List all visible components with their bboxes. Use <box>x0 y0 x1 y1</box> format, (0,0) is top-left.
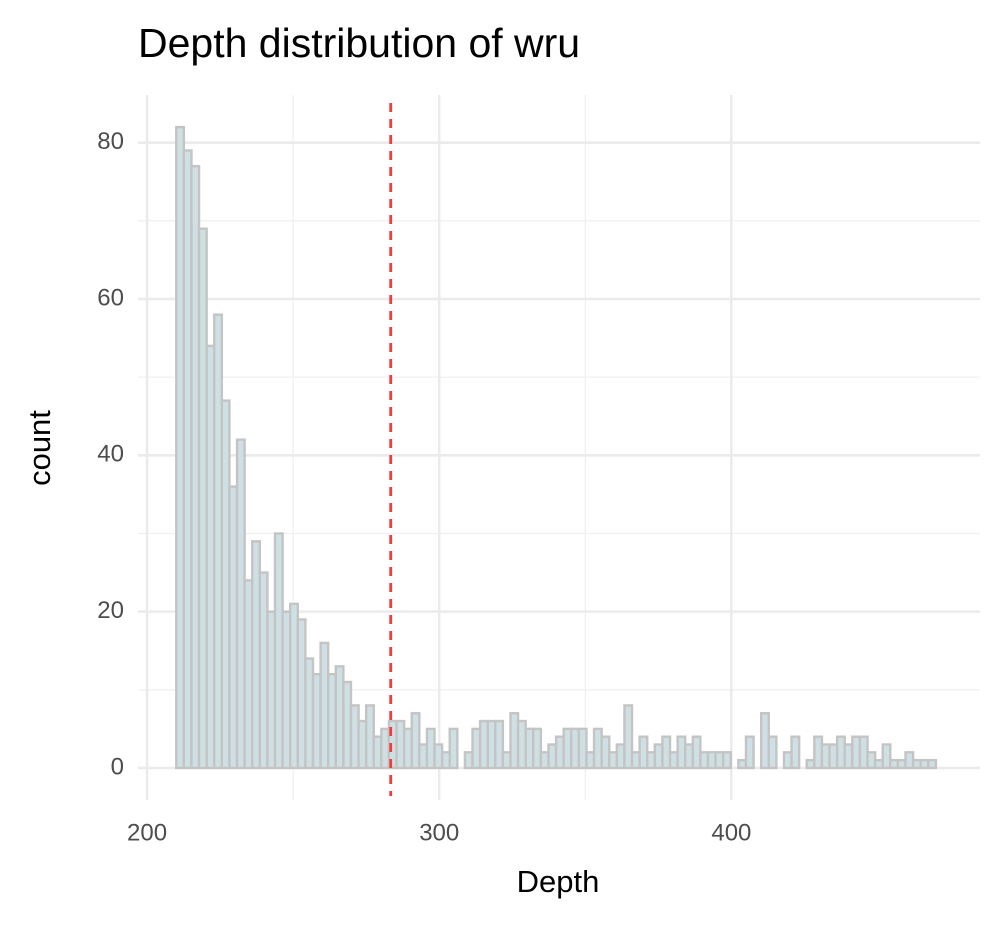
bar <box>790 735 801 770</box>
chart-title: Depth distribution of wru <box>138 20 580 66</box>
bar <box>744 735 755 770</box>
x-axis-title: Depth <box>517 864 600 899</box>
bar <box>927 758 938 770</box>
x-tick-label: 300 <box>419 819 459 846</box>
y-tick-label: 80 <box>97 128 124 155</box>
bar <box>767 735 778 770</box>
y-tick-label: 0 <box>111 753 124 780</box>
x-tick-label: 400 <box>711 819 751 846</box>
y-tick-label: 60 <box>97 284 124 311</box>
x-tick-label: 200 <box>127 819 167 846</box>
bar <box>623 704 634 770</box>
bar <box>448 727 459 770</box>
y-tick-label: 20 <box>97 597 124 624</box>
bar <box>532 727 543 770</box>
y-axis-title: count <box>22 410 57 486</box>
bar <box>721 751 732 770</box>
bar <box>410 712 421 770</box>
bar <box>881 743 892 770</box>
y-tick-label: 40 <box>97 441 124 468</box>
bar <box>577 727 588 770</box>
bar <box>494 719 505 770</box>
